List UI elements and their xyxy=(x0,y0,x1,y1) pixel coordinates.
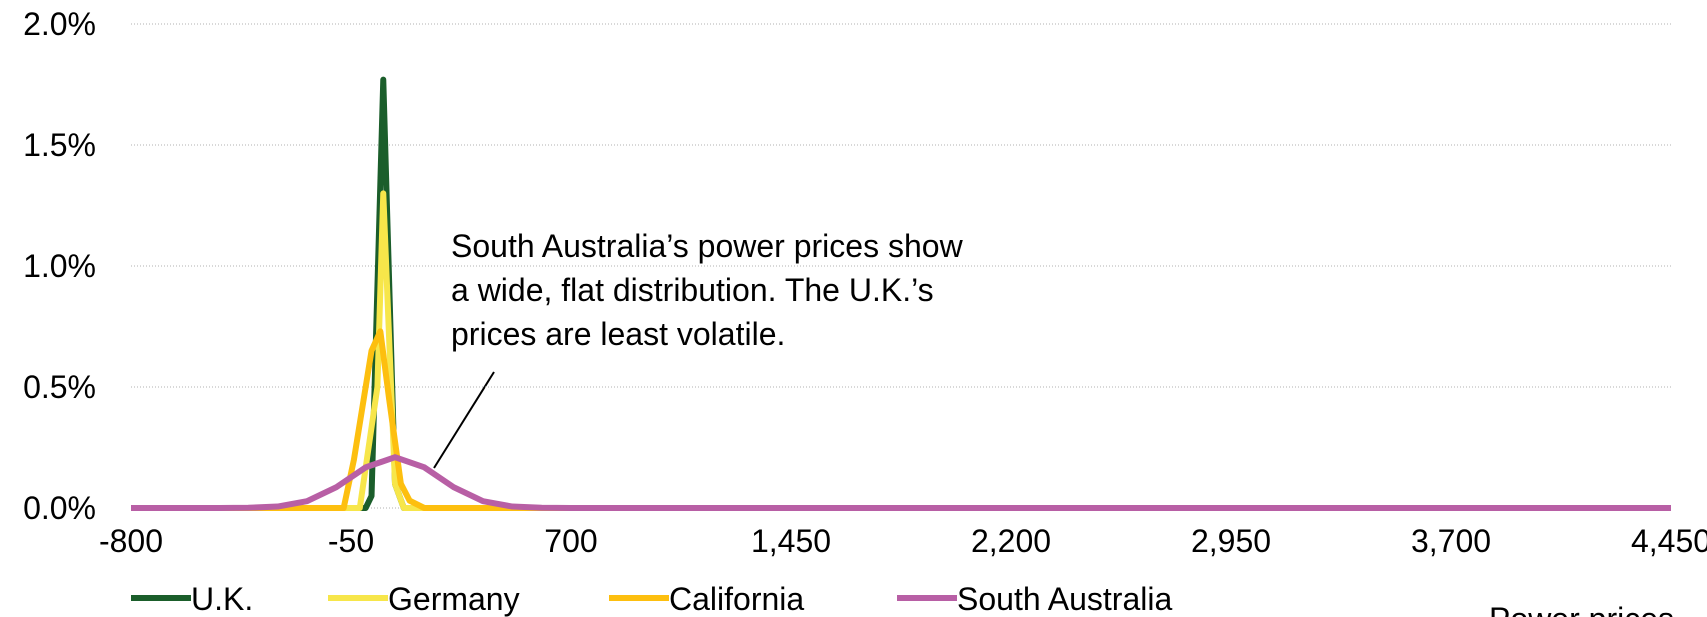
x-tick-label: 2,200 xyxy=(971,523,1051,559)
x-tick-label: 2,950 xyxy=(1191,523,1271,559)
x-tick-label: 700 xyxy=(544,523,597,559)
y-tick-label: 0.5% xyxy=(23,369,96,405)
legend-label: Germany xyxy=(388,581,520,617)
y-tick-label: 1.5% xyxy=(23,127,96,163)
x-tick-label: 4,450 xyxy=(1631,523,1707,559)
y-tick-label: 0.0% xyxy=(23,490,96,526)
y-tick-label: 1.0% xyxy=(23,248,96,284)
line-series xyxy=(130,454,1671,511)
x-tick-label: -800 xyxy=(99,523,163,559)
legend-label: California xyxy=(669,581,804,617)
line-series xyxy=(131,190,1671,511)
legend-label: U.K. xyxy=(191,581,253,617)
x-axis-label: Power prices xyxy=(1489,601,1674,617)
annotation: South Australia’s power prices show xyxy=(451,228,964,264)
line-series xyxy=(131,328,1671,511)
annotation-pointer xyxy=(433,371,495,469)
legend-label: South Australia xyxy=(957,581,1172,617)
x-tick-label: 1,450 xyxy=(751,523,831,559)
y-tick-label: 2.0% xyxy=(23,6,96,42)
annotation: a wide, flat distribution. The U.K.’s xyxy=(451,272,934,308)
x-tick-label: 3,700 xyxy=(1411,523,1491,559)
annotation: prices are least volatile. xyxy=(451,316,785,352)
x-tick-label: -50 xyxy=(328,523,374,559)
